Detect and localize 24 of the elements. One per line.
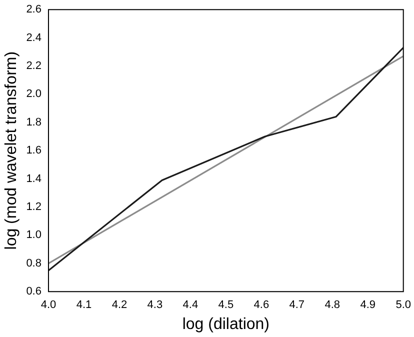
y-tick-label: 2.6 [26,4,42,16]
x-axis-title: log (dilation) [182,316,270,333]
y-tick-label: 1.6 [26,144,42,157]
x-tick-label: 4.5 [218,299,234,312]
y-axis-title: log (mod wavelet transform) [3,51,20,250]
x-tick-label: 4.4 [182,299,198,312]
x-tick-label: 4.3 [147,299,163,312]
y-tick-label: 1.2 [26,201,42,214]
x-tick-label: 4.0 [40,299,56,312]
x-tick-label: 4.8 [324,299,340,312]
y-tick-label: 1.4 [26,172,42,185]
x-tick-label: 4.9 [360,299,376,312]
y-tick-label: 1.8 [26,116,42,128]
x-tick-label: 4.6 [254,299,270,312]
x-tick-label: 4.7 [289,299,305,312]
y-tick-label: 2.2 [26,60,42,72]
x-tick-label: 4.2 [112,299,128,312]
y-tick-label: 2.0 [26,88,42,100]
x-tick-label: 4.1 [76,299,92,312]
y-tick-label: 0.8 [26,257,42,270]
y-tick-label: 2.4 [26,32,42,44]
y-tick-label: 1.0 [26,229,42,242]
x-tick-label: 5.0 [396,299,412,312]
y-tick-label: 0.6 [26,286,42,298]
